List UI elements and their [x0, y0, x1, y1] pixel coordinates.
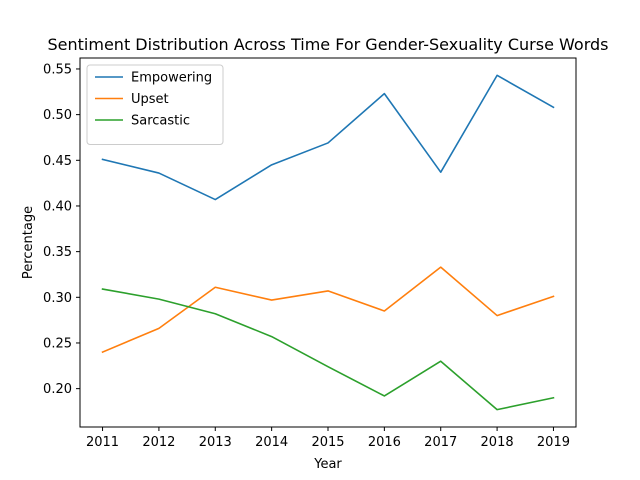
legend-label-empowering: Empowering	[131, 71, 212, 86]
y-tick-label: 0.35	[43, 245, 72, 260]
x-tick-label: 2016	[368, 435, 401, 450]
x-tick-label: 2018	[481, 435, 514, 450]
x-tick-label: 2013	[199, 435, 232, 450]
chart-title: Sentiment Distribution Across Time For G…	[48, 35, 609, 54]
x-tick-label: 2014	[255, 435, 288, 450]
y-tick-label: 0.20	[43, 382, 72, 397]
series-line-upset	[101, 266, 555, 354]
y-tick-label: 0.25	[43, 336, 72, 351]
y-tick-label: 0.50	[43, 108, 72, 123]
x-tick-label: 2011	[86, 435, 119, 450]
y-axis-ticks: 0.20 0.25 0.30 0.35 0.40 0.45 0.50 0.55	[43, 62, 80, 397]
x-axis-label: Year	[313, 457, 342, 472]
x-tick-label: 2012	[142, 435, 175, 450]
series-line-sarcastic	[101, 288, 555, 411]
legend-label-upset: Upset	[131, 92, 169, 107]
y-tick-label: 0.55	[43, 62, 72, 77]
plot-frame	[79, 57, 577, 428]
x-axis-ticks: 2011 2012 2013 2014 2015 2016 2017 2018 2019	[86, 427, 570, 450]
series-line-empowering	[101, 74, 555, 201]
y-tick-label: 0.45	[43, 154, 72, 169]
legend: Empowering Upset Sarcastic	[86, 64, 224, 145]
legend-label-sarcastic: Sarcastic	[131, 114, 190, 129]
x-tick-label: 2019	[537, 435, 570, 450]
legend-box	[86, 64, 224, 145]
y-axis-label: Percentage	[21, 206, 36, 279]
series-lines	[101, 74, 555, 411]
y-tick-label: 0.30	[43, 291, 72, 306]
x-tick-label: 2015	[311, 435, 344, 450]
x-tick-label: 2017	[424, 435, 457, 450]
y-tick-label: 0.40	[43, 199, 72, 214]
